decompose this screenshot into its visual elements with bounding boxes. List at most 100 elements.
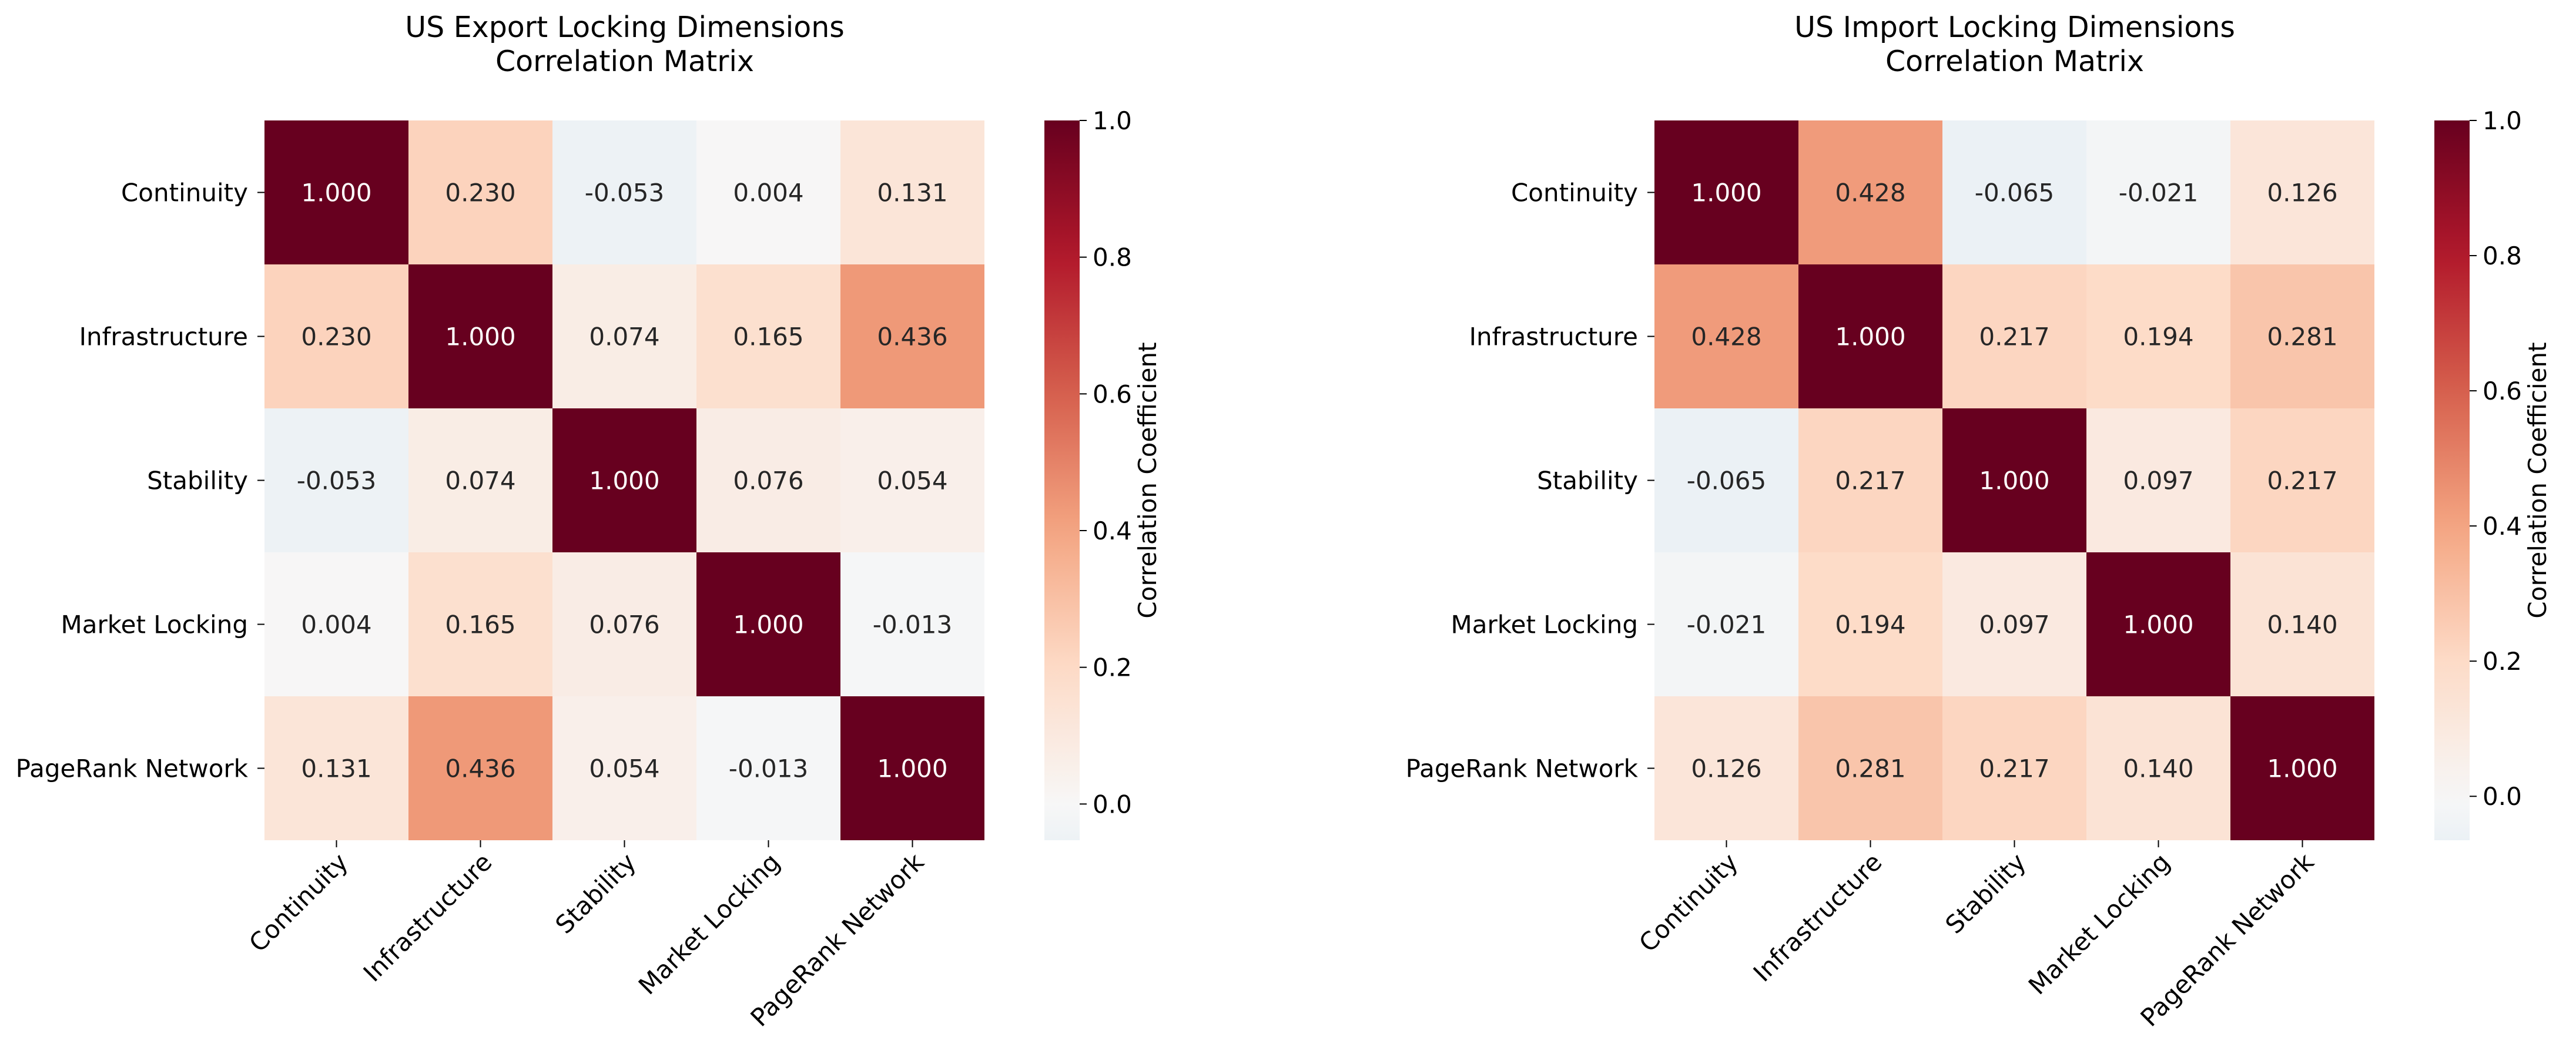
cell-value-label-1-2: 0.217 <box>1979 323 2049 351</box>
y-tick-label: Infrastructure <box>1469 323 1638 351</box>
cell-value-label-2-4: 0.217 <box>2267 467 2337 495</box>
cell-value-label-0-4: 0.131 <box>877 179 947 207</box>
cell-value-label-3-1: 0.165 <box>445 610 515 639</box>
heatmap-cell-1-3 <box>2086 264 2230 408</box>
cell-value-label-0-0: 1.000 <box>1691 179 1761 207</box>
cell-value-label-0-2: -0.053 <box>585 179 664 207</box>
heatmap-cell-0-3 <box>2086 120 2230 264</box>
cell-value-label-0-3: -0.021 <box>2119 179 2198 207</box>
colorbar-tick-label: 0.8 <box>2483 241 2522 270</box>
colorbar-tick-label: 0.2 <box>1093 653 1132 682</box>
cell-value-label-1-3: 0.194 <box>2123 323 2193 351</box>
heatmap-cell-1-1 <box>1798 264 1942 408</box>
y-tick-label: Infrastructure <box>79 323 248 351</box>
heatmap-cell-4-0 <box>264 696 408 840</box>
cell-value-label-4-1: 0.436 <box>445 754 515 783</box>
colorbar-tick-label: 0.4 <box>1093 516 1132 545</box>
heatmap-cell-4-4 <box>840 696 984 840</box>
chart-title-line-1: US Export Locking Dimensions <box>405 11 845 44</box>
cell-value-label-2-0: -0.053 <box>297 467 376 495</box>
cell-value-label-4-3: -0.013 <box>729 754 808 783</box>
heatmap-cell-1-1 <box>408 264 552 408</box>
heatmap-cell-3-4 <box>2230 552 2374 696</box>
cell-value-label-2-3: 0.076 <box>733 467 803 495</box>
y-tick-label: PageRank Network <box>16 754 249 783</box>
heatmap-cell-0-1 <box>408 120 552 264</box>
x-tick-label: Stability <box>1939 847 2031 939</box>
colorbar <box>1044 120 1080 840</box>
heatmap-cell-1-2 <box>552 264 696 408</box>
x-tick-label: Market Locking <box>2023 847 2176 1000</box>
heatmap-cell-0-4 <box>840 120 984 264</box>
heatmap-cell-2-1 <box>1798 408 1942 552</box>
heatmap-cell-4-0 <box>1654 696 1798 840</box>
y-tick-label: Continuity <box>121 179 248 207</box>
cell-value-label-3-4: -0.013 <box>873 610 952 639</box>
colorbar-tick-label: 1.0 <box>2483 106 2522 135</box>
cell-value-label-3-0: -0.021 <box>1687 610 1766 639</box>
heatmap-cell-0-4 <box>2230 120 2374 264</box>
cell-value-label-4-3: 0.140 <box>2123 754 2193 783</box>
heatmap-cell-1-2 <box>1942 264 2086 408</box>
cell-value-label-2-2: 1.000 <box>1979 467 2049 495</box>
heatmap-cell-3-0 <box>1654 552 1798 696</box>
cell-value-label-1-0: 0.428 <box>1691 323 1761 351</box>
heatmap-cell-2-0 <box>264 408 408 552</box>
heatmap-cell-0-1 <box>1798 120 1942 264</box>
x-tick-label: Continuity <box>243 847 353 957</box>
cell-value-label-4-4: 1.000 <box>877 754 947 783</box>
heatmap-cell-4-2 <box>552 696 696 840</box>
heatmap-cell-2-2 <box>552 408 696 552</box>
heatmap-cell-0-2 <box>1942 120 2086 264</box>
cell-value-label-2-4: 0.054 <box>877 467 947 495</box>
cell-value-label-0-4: 0.126 <box>2267 179 2337 207</box>
colorbar-tick-label: 1.0 <box>1093 106 1132 135</box>
heatmap-cell-4-4 <box>2230 696 2374 840</box>
cell-value-label-3-4: 0.140 <box>2267 610 2337 639</box>
cell-value-label-2-1: 0.217 <box>1835 467 1905 495</box>
cell-value-label-1-0: 0.230 <box>301 323 371 351</box>
cell-value-label-0-0: 1.000 <box>301 179 371 207</box>
cell-value-label-3-3: 1.000 <box>2123 610 2193 639</box>
x-tick-label: Continuity <box>1633 847 1743 957</box>
heatmap-cell-1-4 <box>2230 264 2374 408</box>
colorbar-label: Correlation Coefficient <box>2523 342 2552 618</box>
y-tick-label: Stability <box>147 467 248 495</box>
heatmap-cell-0-0 <box>264 120 408 264</box>
chart-title-line-2: Correlation Matrix <box>495 45 754 78</box>
y-tick-label: Market Locking <box>1451 610 1638 639</box>
heatmap-cell-4-3 <box>2086 696 2230 840</box>
cell-value-label-3-1: 0.194 <box>1835 610 1905 639</box>
heatmap-cell-1-0 <box>264 264 408 408</box>
heatmap-cell-3-1 <box>1798 552 1942 696</box>
cell-value-label-2-1: 0.074 <box>445 467 515 495</box>
cell-value-label-2-0: -0.065 <box>1687 467 1766 495</box>
heatmap-cell-2-0 <box>1654 408 1798 552</box>
cell-value-label-4-1: 0.281 <box>1835 754 1905 783</box>
y-tick-label: Continuity <box>1511 179 1638 207</box>
cell-value-label-0-1: 0.428 <box>1835 179 1905 207</box>
export-heatmap-panel: US Export Locking DimensionsCorrelation … <box>16 11 1162 1032</box>
x-tick-label: Market Locking <box>633 847 786 1000</box>
heatmap-cell-0-0 <box>1654 120 1798 264</box>
y-tick-label: Stability <box>1537 467 1638 495</box>
cell-value-label-1-4: 0.281 <box>2267 323 2337 351</box>
cell-value-label-3-0: 0.004 <box>301 610 371 639</box>
cell-value-label-3-3: 1.000 <box>733 610 803 639</box>
cell-value-label-4-0: 0.131 <box>301 754 371 783</box>
heatmap-cell-1-0 <box>1654 264 1798 408</box>
colorbar-tick-label: 0.4 <box>2483 512 2522 541</box>
x-tick-label: Infrastructure <box>1748 847 1888 987</box>
heatmap-cell-3-2 <box>552 552 696 696</box>
colorbar-tick-label: 0.0 <box>2483 782 2522 811</box>
cell-value-label-1-2: 0.074 <box>589 323 659 351</box>
heatmap-cell-1-4 <box>840 264 984 408</box>
y-tick-label: PageRank Network <box>1406 754 1639 783</box>
heatmap-cell-4-3 <box>696 696 840 840</box>
x-tick-label: Infrastructure <box>358 847 498 987</box>
heatmap-cell-2-3 <box>2086 408 2230 552</box>
x-tick-label: Stability <box>550 847 641 939</box>
cell-value-label-4-2: 0.054 <box>589 754 659 783</box>
heatmap-cell-1-3 <box>696 264 840 408</box>
